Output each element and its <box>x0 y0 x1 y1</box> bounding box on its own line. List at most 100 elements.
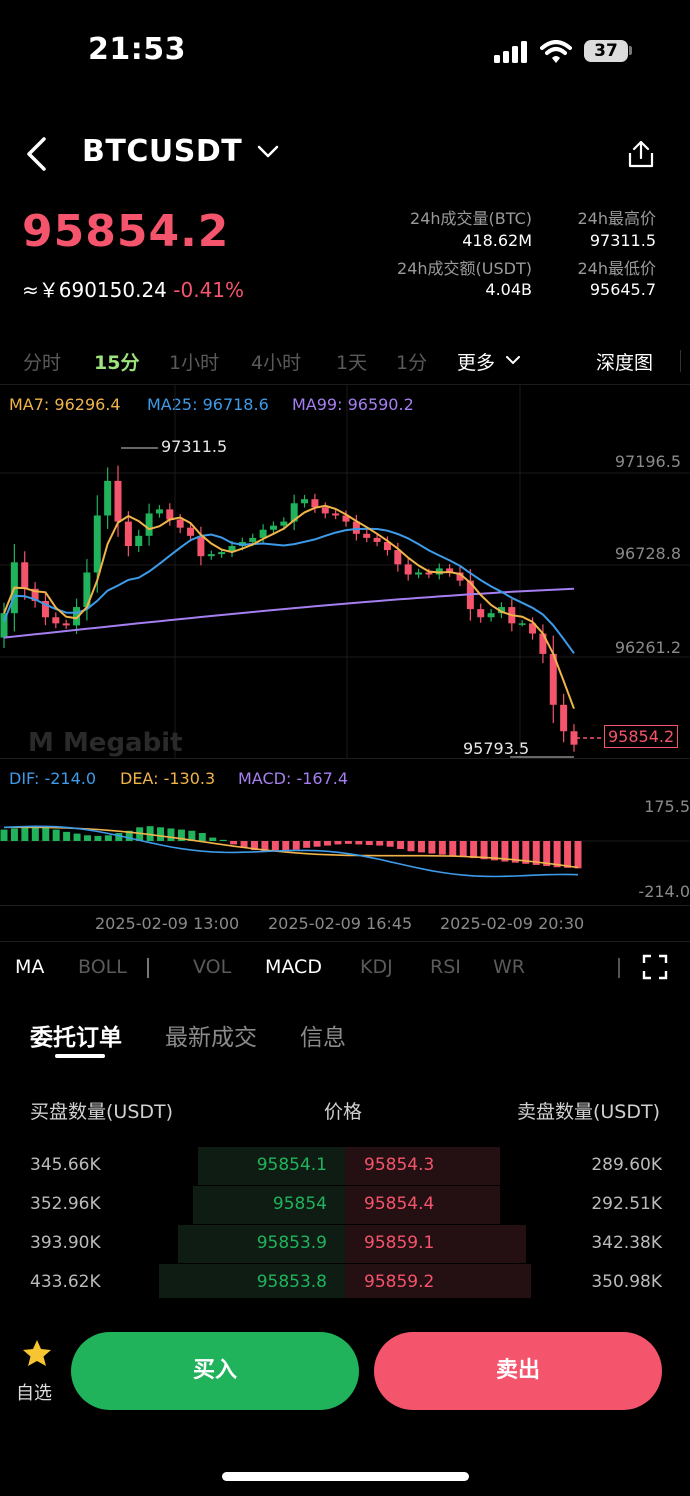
ask-qty: 292.51K <box>591 1194 662 1214</box>
orderbook-row[interactable]: 352.96K 95854 95854.4 292.51K <box>0 1186 690 1224</box>
macd-bar <box>553 841 561 868</box>
bid-price[interactable]: 95854.1 <box>256 1155 327 1175</box>
macd-bar <box>491 841 499 861</box>
macd-bar <box>292 841 300 850</box>
macd-bar <box>564 841 572 868</box>
macd-bar <box>136 827 144 841</box>
macd-bar <box>574 841 582 869</box>
bid-qty: 345.66K <box>30 1155 101 1175</box>
macd-bar <box>115 833 123 841</box>
macd-bar <box>240 841 248 848</box>
candle-body <box>52 617 60 624</box>
battery-indicator: 37 <box>584 40 628 62</box>
star-icon[interactable] <box>22 1339 52 1367</box>
macd-bar <box>438 841 446 855</box>
bid-price[interactable]: 95853.8 <box>256 1272 327 1292</box>
indicator-vol[interactable]: VOL <box>193 956 232 978</box>
indicator-macd[interactable]: MACD <box>265 956 322 978</box>
macd-bar <box>428 841 436 854</box>
watermark-icon: M <box>28 728 63 758</box>
dea-legend: DEA: -130.3 <box>120 769 215 788</box>
macd-bar <box>365 841 373 845</box>
ask-price[interactable]: 95859.1 <box>364 1233 435 1253</box>
timeframe-line[interactable]: 分时 <box>23 352 62 374</box>
signal-icon <box>494 41 527 63</box>
bid-price[interactable]: 95853.9 <box>256 1233 327 1253</box>
more-chevron-icon[interactable] <box>506 356 520 366</box>
fullscreen-icon[interactable] <box>642 954 668 980</box>
candlestick-chart[interactable] <box>0 385 690 758</box>
indicator-boll[interactable]: BOLL <box>78 956 127 978</box>
candle-body <box>518 623 526 625</box>
indicator-wr[interactable]: WR <box>493 956 525 978</box>
back-icon[interactable] <box>24 137 48 171</box>
low-marker-label: 95793.5 <box>463 739 530 758</box>
favorite-label[interactable]: 自选 <box>16 1383 52 1404</box>
macd-bar <box>21 827 29 841</box>
fullscreen-separator <box>618 958 620 978</box>
candle-body <box>0 613 8 638</box>
buy-button[interactable]: 买入 <box>71 1332 359 1410</box>
orderbook-row[interactable]: 393.90K 95853.9 95859.1 342.38K <box>0 1225 690 1263</box>
time-axis-divider <box>0 905 690 906</box>
tab-orders[interactable]: 委托订单 <box>30 1025 122 1051</box>
macd-bar <box>146 826 154 841</box>
macd-y-tick-bottom: -214.0 <box>638 882 690 901</box>
timeframe-4h[interactable]: 4小时 <box>251 352 302 374</box>
depth-chart-tab[interactable]: 深度图 <box>596 352 654 374</box>
timeframe-1m[interactable]: 1分 <box>396 352 428 374</box>
macd-bar <box>376 841 384 846</box>
indicator-ma[interactable]: MA <box>15 956 45 978</box>
macd-bar <box>449 841 457 856</box>
tab-latest-trades[interactable]: 最新成交 <box>165 1025 257 1051</box>
macd-bar <box>501 841 509 862</box>
bid-qty: 352.96K <box>30 1194 101 1214</box>
bid-price[interactable]: 95854 <box>272 1194 327 1214</box>
macd-bar <box>355 841 363 845</box>
indicator-kdj[interactable]: KDJ <box>360 956 393 978</box>
stat-value-high: 97311.5 <box>589 231 656 250</box>
watermark: M Megabit <box>28 728 183 758</box>
tab-info[interactable]: 信息 <box>300 1025 346 1051</box>
time-tick-2: 2025-02-09 16:45 <box>268 914 413 933</box>
macd-y-tick-top: 175.5 <box>644 797 690 816</box>
indicator-rsi[interactable]: RSI <box>430 956 461 978</box>
timeframe-1d[interactable]: 1天 <box>336 352 368 374</box>
ask-depth-bar <box>345 1147 500 1185</box>
macd-bar <box>261 841 269 852</box>
ask-price[interactable]: 95854.3 <box>364 1155 435 1175</box>
sell-button[interactable]: 卖出 <box>374 1332 662 1410</box>
candle-body <box>124 521 132 547</box>
dea-legend-text: DEA: -130.3 <box>120 769 216 788</box>
candle-body <box>104 480 112 516</box>
ask-price[interactable]: 95854.4 <box>364 1194 435 1214</box>
bid-depth-bar <box>193 1186 345 1224</box>
timeframe-15m[interactable]: 15分 <box>94 352 140 374</box>
macd-bar <box>230 841 238 845</box>
ma7-legend-text: MA7: 96296.4 <box>9 395 121 414</box>
indicator-divider <box>0 941 690 942</box>
stat-value-low: 95645.7 <box>589 280 656 299</box>
bid-qty: 393.90K <box>30 1233 101 1253</box>
macd-chart <box>0 825 690 878</box>
orderbook-row[interactable]: 345.66K 95854.1 95854.3 289.60K <box>0 1147 690 1185</box>
chevron-down-icon[interactable] <box>257 145 279 159</box>
symbol-title[interactable]: BTCUSDT <box>82 134 243 169</box>
time-tick-1: 2025-02-09 13:00 <box>95 914 240 933</box>
candle-body <box>394 550 402 565</box>
candle-body <box>363 533 371 538</box>
macd-bar <box>83 835 91 841</box>
timeframe-1h[interactable]: 1小时 <box>169 352 220 374</box>
ask-price[interactable]: 95859.2 <box>364 1272 435 1292</box>
timeframe-more[interactable]: 更多 <box>457 352 496 374</box>
candle-body <box>301 499 309 504</box>
share-icon[interactable] <box>627 139 655 169</box>
candle-body <box>446 568 454 573</box>
macd-legend-text: MACD: -167.4 <box>238 769 349 788</box>
macd-bar <box>125 830 133 841</box>
orderbook-row[interactable]: 433.62K 95853.8 95859.2 350.98K <box>0 1264 690 1302</box>
macd-bar <box>313 841 321 847</box>
macd-bar <box>397 841 405 849</box>
dea-line <box>4 826 579 869</box>
current-price-tag: 95854.2 <box>604 725 679 748</box>
